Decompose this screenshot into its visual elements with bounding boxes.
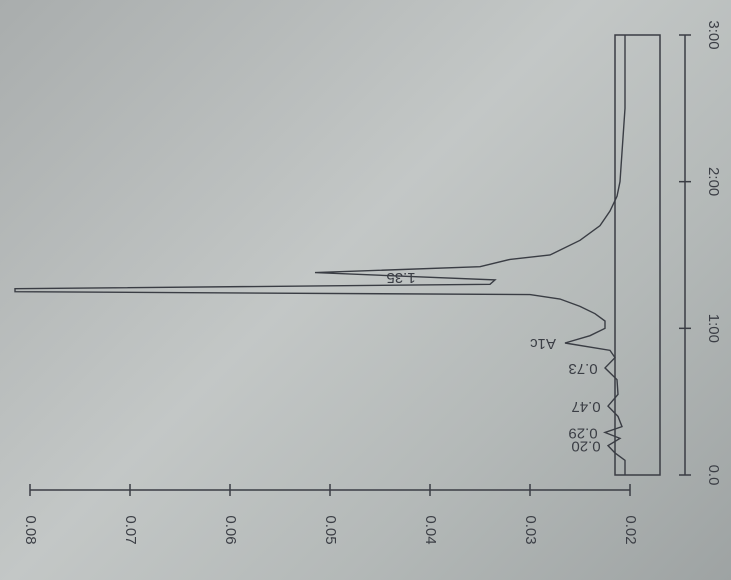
- peak-label: 0.29: [568, 424, 597, 441]
- peak-label: 1.35: [386, 269, 415, 286]
- x-tick-label: 0.0: [705, 465, 722, 486]
- x-tick-label: 1:00: [705, 314, 722, 343]
- peak-label: 0.47: [571, 398, 600, 415]
- peak-label: 0.73: [568, 360, 597, 377]
- y-tick-label: 0.08: [22, 515, 39, 544]
- y-tick-label: 0.03: [522, 515, 539, 544]
- peak-label: 0.20: [571, 438, 600, 455]
- y-tick-label: 0.07: [122, 515, 139, 544]
- trace: [14, 35, 626, 475]
- y-tick-label: 0.06: [222, 515, 239, 544]
- y-tick-label: 0.04: [422, 515, 439, 544]
- y-tick-label: 0.02: [622, 515, 639, 544]
- baseline-box: [614, 34, 661, 476]
- peak-label: A1c: [530, 335, 556, 352]
- x-tick-label: 3:00: [705, 20, 722, 49]
- y-tick-label: 0.05: [322, 515, 339, 544]
- x-tick-label: 2:00: [705, 167, 722, 196]
